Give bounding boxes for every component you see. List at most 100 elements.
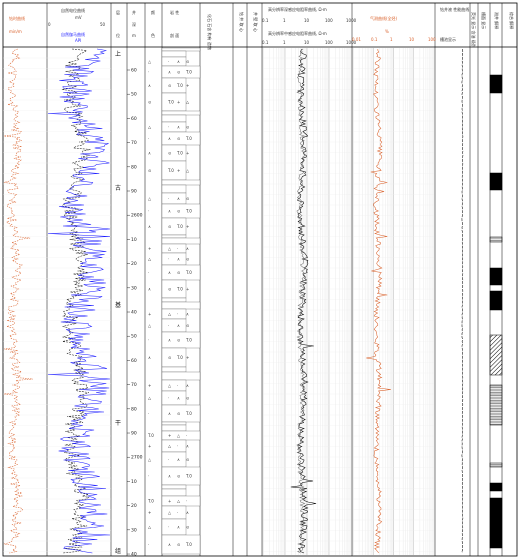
lith-symbol: △ [186, 100, 190, 105]
res-scale-bot-label-0: 0.1 [262, 40, 269, 45]
depth-label-6: 2600 [131, 213, 143, 219]
lith-symbol: ∧ [186, 246, 189, 251]
lith-symbol: T.0 [185, 270, 192, 275]
lith-symbol: △ [168, 444, 172, 449]
drill-perf-curve [461, 49, 464, 554]
well-show-header: 槽面 显示 [481, 12, 487, 29]
lith-symbol: T.0 [167, 168, 174, 173]
lith-code: ⊙ [148, 100, 151, 105]
interp-block-2 [489, 236, 503, 243]
lith-symbol: △ [168, 383, 172, 388]
lith-symbol: ∧ [168, 474, 171, 479]
lith-symbol: + [168, 499, 171, 504]
lith-header-1: 岩 性 [170, 9, 179, 15]
lith-bed [161, 424, 187, 432]
lith-bed [161, 421, 187, 426]
lith-bed [161, 301, 201, 310]
lith-symbol: T.0 [176, 355, 183, 360]
interp-block-1 [489, 172, 503, 191]
depth-label-1: 50 [131, 92, 137, 98]
lith-symbol: · [168, 323, 169, 328]
lith-symbol: ⊙ [168, 151, 171, 156]
lith-code: + [148, 444, 151, 449]
lith-code: ∧ [148, 151, 151, 156]
lith-symbol: ∧ [177, 525, 180, 530]
lith-bed [161, 484, 187, 490]
depth-label-10: 40 [131, 310, 137, 316]
interp-block-3 [489, 267, 503, 286]
sp-scale-min: 0 [48, 22, 51, 27]
stratum-2: 基 [115, 301, 121, 309]
sidewall-core-header: 井 壁 取 心 [253, 12, 259, 32]
lith-symbol: T.0 [176, 224, 183, 229]
depth-label-15: 90 [131, 431, 137, 437]
lith-code: + [148, 312, 151, 317]
res-scale-bot-label-3: 100 [325, 40, 333, 45]
lith-code: T.0 [147, 499, 154, 504]
lith-bed [161, 160, 187, 181]
stratum-names: 上 古 基 干 组 [115, 50, 121, 555]
lith-bed [161, 308, 187, 320]
lith-symbol: T.0 [176, 83, 183, 88]
lith-symbol: · [177, 246, 178, 251]
drill-time-unit: min/m [9, 29, 22, 34]
gas-scale-label-3: 10 [409, 37, 415, 42]
gas-unit: % [385, 29, 389, 34]
lith-bed [161, 297, 187, 303]
lith-symbol: ∧ [177, 125, 180, 130]
sp-unit: mV [75, 15, 82, 20]
res-scale-top-label-1: 1 [283, 18, 286, 23]
lith-symbol: ⊙ [186, 323, 189, 328]
lith-symbol: T.0 [185, 70, 192, 75]
lith-bed [161, 488, 187, 497]
log-interp-header: 测井 解释 [494, 12, 500, 29]
leak-title: 槽池显示 [440, 36, 456, 42]
lith-symbol: ⊙ [168, 355, 171, 360]
lith-symbol: ⊙ [177, 209, 180, 214]
interp-block-5 [489, 334, 503, 376]
lith-bed [161, 192, 187, 205]
stratum-top: 上 [115, 50, 121, 58]
lith-symbol: + [177, 168, 180, 173]
log-grid [3, 48, 435, 555]
oil-show-header: 荧光 显示 含油 级别 [471, 12, 477, 48]
lith-symbol: ⊙ [186, 59, 189, 64]
lith-symbol: T.0 [185, 542, 192, 547]
lith-symbol: · [168, 196, 169, 201]
lith-symbol: ∧ [168, 411, 171, 416]
interpretation-column [489, 74, 503, 549]
lithology-column: △ · ∧ ⊙· ∧ ⊙ T.0∧ ⊙ T.0 +⊙ T.0 + △△ · ∧ ⊙· ∧ ⊙ T.0∧ ⊙ T.0 +⊙ T… [147, 47, 201, 555]
lith-symbol: △ [177, 433, 181, 438]
lith-symbol: T.0 [176, 151, 183, 156]
res-scale-top: 0.1 1 10 100 1000 [262, 18, 357, 23]
depth-label-17: 10 [131, 479, 137, 485]
stratum-bottom: 组 [115, 547, 121, 555]
depth-header-2: 深 [132, 21, 136, 27]
interp-block-6 [489, 384, 503, 426]
lith-symbol: ∧ [177, 396, 180, 401]
depth-label-8: 20 [131, 261, 137, 267]
comp-interp-header: 综合 解释 [509, 12, 515, 29]
lith-bed [161, 121, 187, 133]
lith-symbol: · [177, 312, 178, 317]
lith-code: △ [148, 59, 152, 64]
drill-time-title: 钻时曲线 [9, 15, 25, 21]
res-scale-top-label-3: 100 [325, 18, 333, 23]
depth-label-2: 60 [131, 116, 137, 122]
lith-header-2: 剖 面 [170, 32, 179, 38]
depth-label-12: 60 [131, 358, 137, 364]
lith-symbol: ∧ [177, 257, 180, 262]
lith-symbol: ∧ [186, 444, 189, 449]
lith-code: △ [148, 196, 152, 201]
depth-label-7: 10 [131, 237, 137, 243]
lith-symbol: + [186, 151, 189, 156]
lith-symbol: ∧ [186, 510, 189, 515]
lith-symbol: ∧ [168, 209, 171, 214]
res-scale-top-label-0: 0.1 [262, 18, 269, 23]
res-scale-bot-label-2: 10 [304, 40, 310, 45]
lith-code: △ [148, 323, 152, 328]
lith-bed [161, 234, 187, 239]
lith-code: · [148, 474, 149, 479]
lith-symbol: · [186, 499, 187, 504]
depth-label-3: 70 [131, 140, 137, 146]
